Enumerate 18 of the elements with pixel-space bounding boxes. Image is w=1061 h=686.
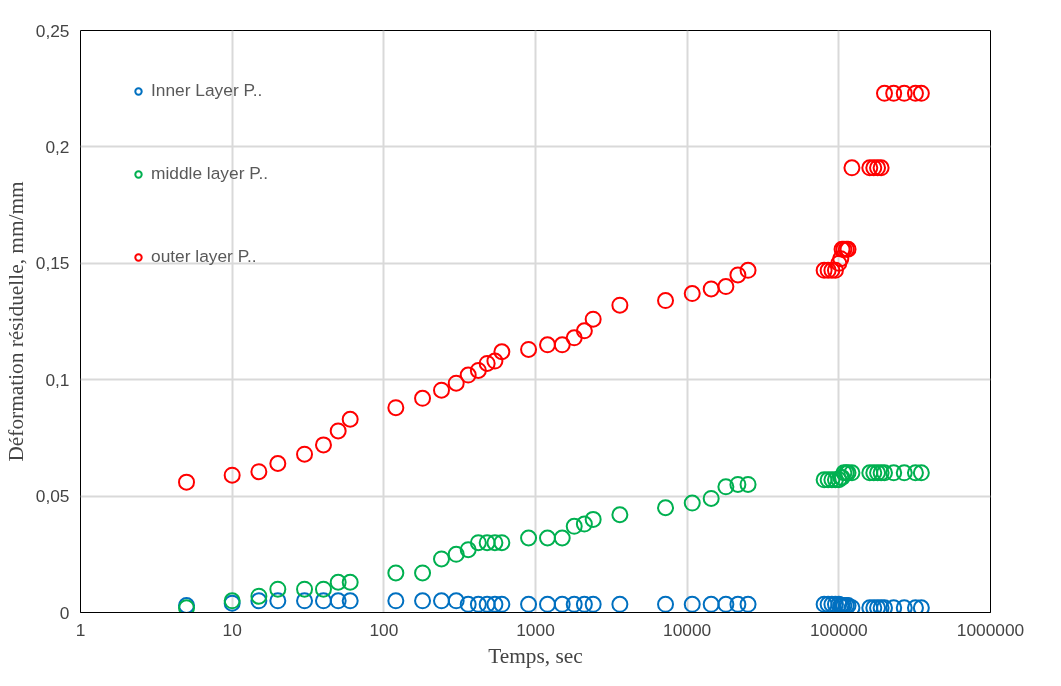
y-axis-title: Déformation résiduelle, mm/mm [3, 181, 28, 462]
legend-label: outer layer P.. [151, 246, 257, 267]
x-tick-label: 10 [222, 619, 242, 640]
x-tick-label: 100000 [809, 619, 868, 640]
y-tick-label: 0 [59, 602, 70, 623]
x-tick-label: 1000000 [956, 619, 1025, 640]
x-tick-label: 10000 [663, 619, 712, 640]
y-tick-label: 0,2 [45, 136, 70, 157]
x-tick-label: 1000 [516, 619, 555, 640]
y-tick-label: 0,05 [35, 486, 70, 507]
x-tick-label: 100 [369, 619, 399, 640]
y-tick-label: 0,15 [35, 253, 70, 274]
x-axis-title: Temps, sec [488, 643, 583, 668]
y-tick-label: 0,1 [45, 369, 70, 390]
y-tick-label: 0,25 [35, 20, 70, 41]
legend-label: middle layer P.. [151, 163, 269, 184]
x-tick-label: 1 [75, 619, 86, 640]
legend-label: Inner Layer P.. [151, 80, 263, 101]
